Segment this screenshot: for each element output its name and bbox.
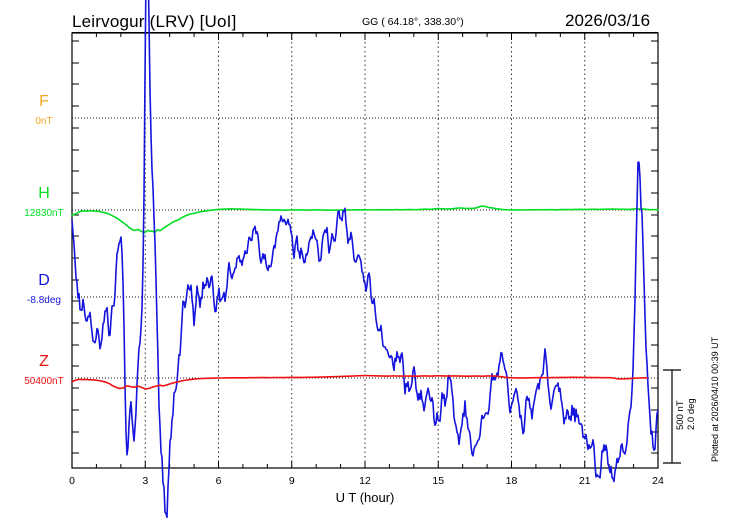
- station-title: Leirvogur (LRV) [UoI]: [72, 12, 237, 31]
- x-tick-label: 21: [579, 475, 591, 487]
- plot-frame: [71, 32, 659, 469]
- component-baseline-z: 50400nT: [24, 376, 63, 387]
- component-label-h: H: [38, 185, 50, 202]
- x-tick-label: 6: [216, 475, 222, 487]
- scale-deg-label: 2.0 deg: [686, 398, 697, 430]
- component-baseline-d: -8.8deg: [27, 295, 61, 306]
- component-baseline-f: 0nT: [35, 116, 52, 127]
- trace-h: [71, 205, 659, 234]
- trace-z: [71, 374, 648, 390]
- component-label-d: D: [38, 272, 50, 289]
- x-tick-label: 9: [289, 475, 295, 487]
- x-axis-layer: 0 3 6 9 12 15 18 21 24: [69, 475, 664, 487]
- trace-d: [71, 0, 659, 519]
- component-label-z: Z: [39, 353, 49, 370]
- observation-date: 2026/03/16: [565, 11, 651, 30]
- component-label-layer: F 0nT H 12830nT D -8.8deg Z 50400nT: [24, 93, 63, 387]
- scale-nt-label: 500 nT: [675, 400, 686, 430]
- x-tick-label: 18: [506, 475, 518, 487]
- x-axis-title: U T (hour): [336, 490, 395, 505]
- scale-bar-layer: [663, 369, 681, 464]
- component-baseline-h: 12830nT: [24, 208, 63, 219]
- x-tick-label: 12: [359, 475, 371, 487]
- x-tick-label: 15: [432, 475, 444, 487]
- plotted-timestamp: Plotted at 2026/04/10 00:39 UT: [710, 336, 720, 462]
- x-tick-label: 24: [652, 475, 664, 487]
- trace-layer: [71, 0, 659, 519]
- geographic-coordinates: GG ( 64.18°, 338.30°): [362, 16, 464, 28]
- x-tick-label: 0: [69, 475, 75, 487]
- x-tick-label: 3: [142, 475, 148, 487]
- component-label-f: F: [39, 93, 49, 110]
